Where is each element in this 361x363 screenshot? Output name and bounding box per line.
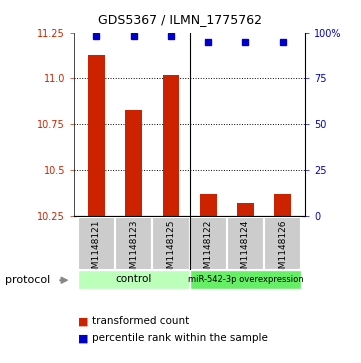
Text: GSM1148123: GSM1148123 xyxy=(129,219,138,280)
Bar xyxy=(152,217,190,270)
Text: GSM1148124: GSM1148124 xyxy=(241,219,250,280)
Text: percentile rank within the sample: percentile rank within the sample xyxy=(92,333,268,343)
Bar xyxy=(78,217,115,270)
Bar xyxy=(115,217,152,270)
Text: miR-542-3p overexpression: miR-542-3p overexpression xyxy=(188,275,303,284)
Text: GSM1148122: GSM1148122 xyxy=(204,219,213,280)
Text: GSM1148126: GSM1148126 xyxy=(278,219,287,280)
Text: transformed count: transformed count xyxy=(92,316,189,326)
Bar xyxy=(264,217,301,270)
Text: ■: ■ xyxy=(78,316,88,326)
Bar xyxy=(190,270,301,289)
Text: GSM1148125: GSM1148125 xyxy=(166,219,175,280)
Bar xyxy=(200,194,217,216)
Bar xyxy=(237,203,254,216)
Text: control: control xyxy=(116,274,152,284)
Bar xyxy=(190,217,227,270)
Bar xyxy=(162,75,179,216)
Text: ■: ■ xyxy=(78,333,88,343)
Text: GSM1148121: GSM1148121 xyxy=(92,219,101,280)
Bar xyxy=(125,110,142,216)
Bar xyxy=(227,217,264,270)
Text: protocol: protocol xyxy=(5,275,51,285)
Bar xyxy=(78,270,190,289)
Bar xyxy=(274,194,291,216)
Text: GDS5367 / ILMN_1775762: GDS5367 / ILMN_1775762 xyxy=(99,13,262,26)
Bar xyxy=(88,55,105,216)
